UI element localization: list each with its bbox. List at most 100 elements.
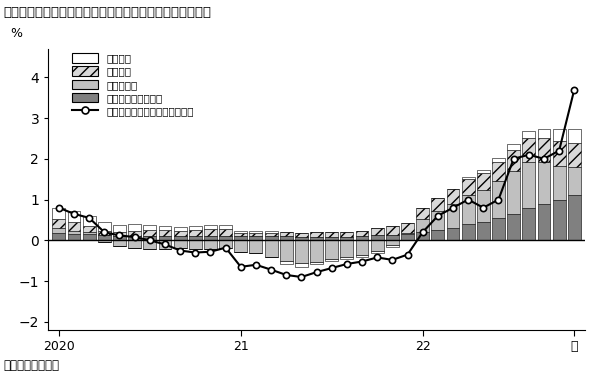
Text: %: %: [11, 27, 23, 40]
Bar: [386, 226, 399, 236]
Bar: [447, 189, 459, 204]
Bar: [310, 261, 323, 264]
Bar: [492, 181, 505, 218]
Bar: [98, 236, 111, 240]
Bar: [356, 231, 368, 236]
Bar: [341, 256, 353, 259]
Bar: [568, 142, 581, 167]
Bar: [492, 158, 505, 162]
Bar: [159, 226, 171, 230]
Bar: [477, 190, 490, 222]
Bar: [522, 208, 535, 240]
Bar: [507, 171, 520, 214]
Bar: [295, 233, 308, 237]
Bar: [401, 233, 414, 234]
Bar: [204, 240, 217, 249]
Bar: [295, 263, 308, 267]
Bar: [507, 144, 520, 150]
Bar: [401, 234, 414, 240]
Bar: [568, 167, 581, 195]
Bar: [310, 232, 323, 237]
Bar: [507, 214, 520, 240]
Bar: [68, 211, 80, 222]
Bar: [83, 234, 96, 240]
Bar: [159, 240, 171, 249]
Bar: [356, 236, 368, 240]
Bar: [52, 219, 65, 228]
Bar: [52, 233, 65, 240]
Bar: [310, 237, 323, 240]
Bar: [416, 219, 429, 232]
Bar: [113, 225, 126, 232]
Bar: [159, 236, 171, 240]
Bar: [280, 236, 292, 240]
Bar: [386, 245, 399, 247]
Bar: [113, 236, 126, 240]
Bar: [507, 150, 520, 171]
Bar: [537, 129, 551, 138]
Bar: [250, 231, 262, 233]
Bar: [52, 208, 65, 219]
Bar: [265, 236, 277, 240]
Bar: [462, 177, 475, 179]
Bar: [189, 236, 202, 240]
Bar: [235, 236, 247, 240]
Bar: [144, 230, 156, 236]
Bar: [204, 229, 217, 236]
Bar: [128, 224, 141, 231]
Bar: [522, 162, 535, 208]
Legend: サービス, その他財, エネルギー, 生鮮食品を除く食料, 生鮮食品を除く総合（前年比）: サービス, その他財, エネルギー, 生鮮食品を除く食料, 生鮮食品を除く総合（…: [69, 51, 195, 118]
Bar: [83, 232, 96, 234]
Text: （出所）　総務省: （出所） 総務省: [3, 359, 59, 372]
Bar: [477, 173, 490, 190]
Bar: [553, 129, 566, 141]
Bar: [219, 236, 232, 240]
Bar: [189, 226, 202, 230]
Bar: [98, 222, 111, 231]
Bar: [235, 231, 247, 233]
Bar: [477, 170, 490, 173]
Bar: [447, 204, 459, 228]
Bar: [522, 131, 535, 138]
Bar: [265, 240, 277, 258]
Bar: [52, 228, 65, 233]
Bar: [447, 228, 459, 240]
Bar: [431, 198, 444, 211]
Bar: [462, 195, 475, 224]
Bar: [189, 230, 202, 236]
Bar: [431, 211, 444, 230]
Bar: [174, 227, 186, 231]
Bar: [295, 237, 308, 240]
Bar: [492, 218, 505, 240]
Bar: [325, 259, 338, 261]
Bar: [174, 231, 186, 236]
Bar: [189, 240, 202, 249]
Bar: [537, 162, 551, 204]
Bar: [295, 240, 308, 263]
Bar: [462, 224, 475, 240]
Bar: [128, 236, 141, 240]
Bar: [522, 138, 535, 162]
Bar: [553, 141, 566, 166]
Bar: [219, 225, 232, 229]
Bar: [477, 222, 490, 240]
Bar: [144, 236, 156, 240]
Bar: [431, 230, 444, 240]
Bar: [265, 231, 277, 233]
Bar: [83, 216, 96, 226]
Bar: [159, 230, 171, 236]
Bar: [219, 240, 232, 248]
Bar: [341, 240, 353, 256]
Bar: [325, 237, 338, 240]
Bar: [386, 236, 399, 240]
Bar: [83, 226, 96, 232]
Bar: [174, 236, 186, 240]
Bar: [98, 240, 111, 242]
Bar: [250, 233, 262, 236]
Bar: [371, 251, 384, 252]
Bar: [68, 231, 80, 234]
Bar: [174, 240, 186, 249]
Bar: [462, 179, 475, 195]
Bar: [280, 261, 292, 264]
Bar: [492, 162, 505, 181]
